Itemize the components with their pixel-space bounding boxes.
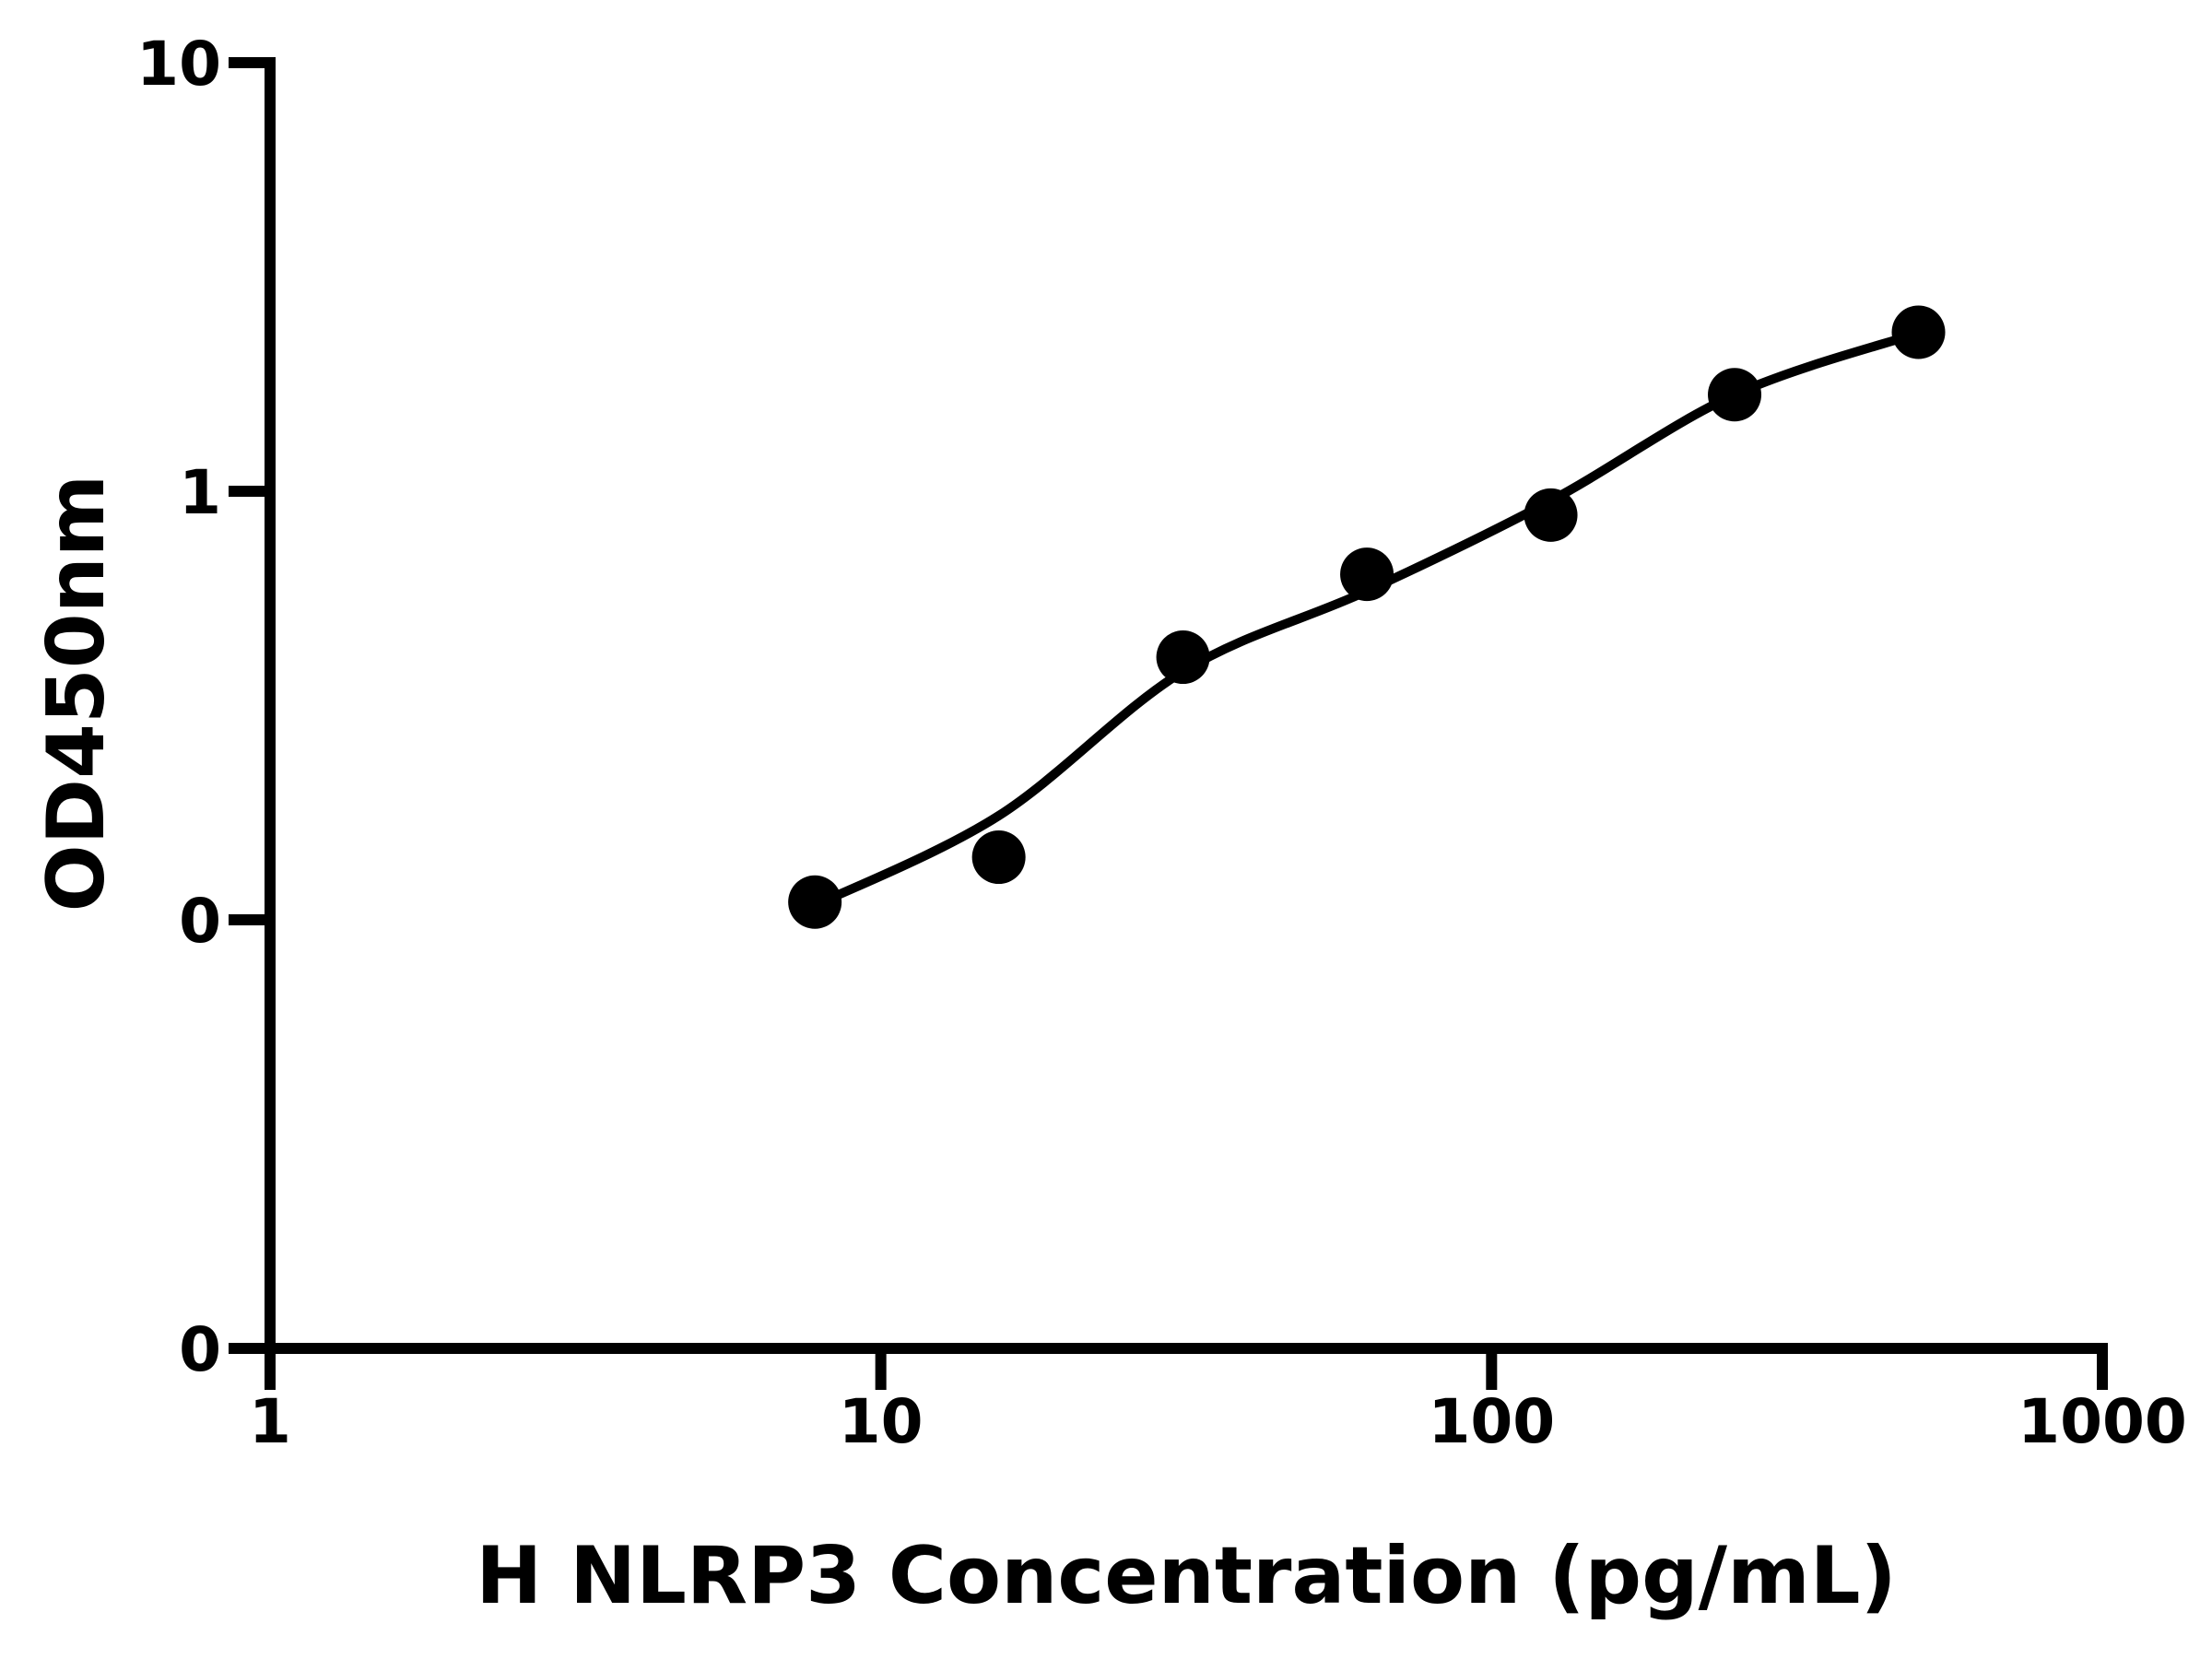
data-point (1708, 368, 1762, 422)
data-point (1340, 547, 1394, 602)
x-tick-label: 1000 (2018, 1386, 2187, 1457)
data-point (1524, 488, 1578, 542)
fit-curve (810, 328, 1924, 911)
data-point (788, 875, 842, 929)
x-tick-label: 10 (839, 1386, 924, 1457)
x-tick-label: 100 (1428, 1386, 1555, 1457)
data-point (971, 830, 1026, 885)
y-tick-label: 10 (136, 29, 221, 100)
x-axis-title: H NLRP3 Concentration (pg/mL) (476, 1530, 1897, 1622)
y-tick-label: 0 (179, 886, 221, 957)
data-point (1891, 305, 1946, 359)
y-tick-label: 0 (179, 1314, 221, 1385)
x-tick-label: 1 (249, 1386, 291, 1457)
data-point (1156, 630, 1210, 685)
y-axis-title: OD450nm (30, 474, 123, 912)
y-tick-label: 1 (179, 457, 221, 528)
